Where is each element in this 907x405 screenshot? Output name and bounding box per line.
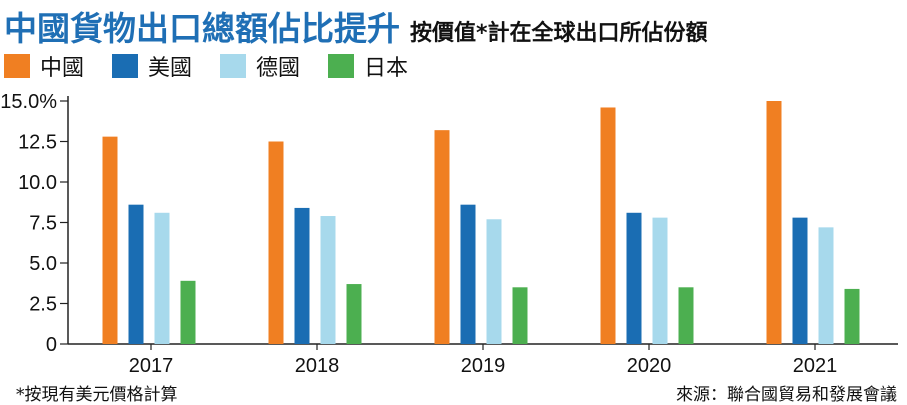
bar-usa-2017 — [128, 204, 144, 344]
bar-germany-2019 — [486, 219, 502, 344]
bar-japan-2019 — [512, 287, 528, 344]
bar-usa-2021 — [792, 217, 808, 344]
chart-subtitle: 按價值*計在全球出口所佔份額 — [410, 21, 708, 46]
bar-usa-2020 — [626, 212, 642, 344]
bar-japan-2017 — [180, 280, 196, 344]
bar-japan-2018 — [346, 284, 362, 344]
bar-usa-2018 — [294, 207, 310, 344]
y-tick-label: 12.5 — [18, 132, 57, 154]
footnote: *按現有美元價格計算 — [16, 385, 178, 405]
y-tick-label: 0 — [46, 334, 57, 356]
y-tick-label: 10.0 — [18, 172, 57, 194]
legend-label-japan: 日本 — [364, 56, 409, 81]
bar-usa-2019 — [460, 204, 476, 344]
legend-label-germany: 德國 — [256, 56, 301, 81]
x-tick-label-2018: 2018 — [295, 355, 340, 377]
legend-item-usa: 美國 — [112, 50, 192, 82]
bar-germany-2018 — [320, 216, 336, 344]
y-tick-label: 2.5 — [29, 294, 57, 316]
bar-germany-2020 — [652, 217, 668, 344]
legend-swatch-china — [4, 54, 30, 78]
source-note: 來源：聯合國貿易和發展會議 — [676, 385, 897, 405]
legend-swatch-usa — [112, 54, 139, 78]
bar-china-2018 — [268, 141, 284, 344]
legend-item-germany: 德國 — [220, 50, 300, 82]
legend: 中國 美國 德國 日本 — [4, 50, 436, 82]
bar-germany-2017 — [154, 212, 170, 344]
bar-germany-2021 — [818, 227, 834, 344]
chart-title: 中國貨物出口總額佔比提升 — [4, 9, 400, 48]
bar-china-2017 — [102, 136, 118, 344]
legend-item-japan: 日本 — [328, 50, 408, 82]
legend-label-usa: 美國 — [148, 56, 193, 81]
legend-label-china: 中國 — [40, 56, 85, 81]
y-tick-label: 7.5 — [29, 213, 57, 235]
legend-item-china: 中國 — [4, 50, 84, 82]
bar-japan-2021 — [844, 288, 860, 344]
y-tick-label: 5.0 — [29, 253, 57, 275]
x-tick-label-2020: 2020 — [627, 355, 672, 377]
title-row: 中國貨物出口總額佔比提升 按價值*計在全球出口所佔份額 — [4, 2, 708, 48]
legend-swatch-germany — [220, 54, 247, 78]
bar-china-2020 — [600, 107, 616, 344]
y-tick-label: 15.0% — [0, 91, 57, 113]
bar-china-2019 — [434, 130, 450, 344]
x-tick-label-2021: 2021 — [793, 355, 838, 377]
x-tick-label-2019: 2019 — [461, 355, 506, 377]
bar-japan-2020 — [678, 287, 694, 344]
bar-chart: 0 2.5 5.0 7.5 10.0 12.5 15.0% 2017 2018 2019 2020 2… — [0, 91, 898, 377]
legend-swatch-japan — [328, 54, 355, 78]
x-tick-label-2017: 2017 — [129, 355, 174, 377]
bar-china-2021 — [766, 101, 782, 344]
